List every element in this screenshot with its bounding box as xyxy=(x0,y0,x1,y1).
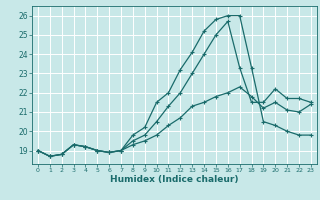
X-axis label: Humidex (Indice chaleur): Humidex (Indice chaleur) xyxy=(110,175,239,184)
